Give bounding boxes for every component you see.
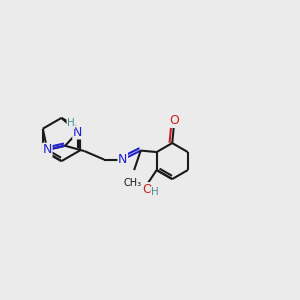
Text: N: N <box>73 126 82 139</box>
Text: O: O <box>169 114 179 128</box>
Text: H: H <box>67 118 75 128</box>
Text: CH₃: CH₃ <box>124 178 142 188</box>
Text: H: H <box>151 187 159 197</box>
Text: N: N <box>43 143 52 156</box>
Text: N: N <box>118 153 128 166</box>
Text: O: O <box>142 183 152 196</box>
